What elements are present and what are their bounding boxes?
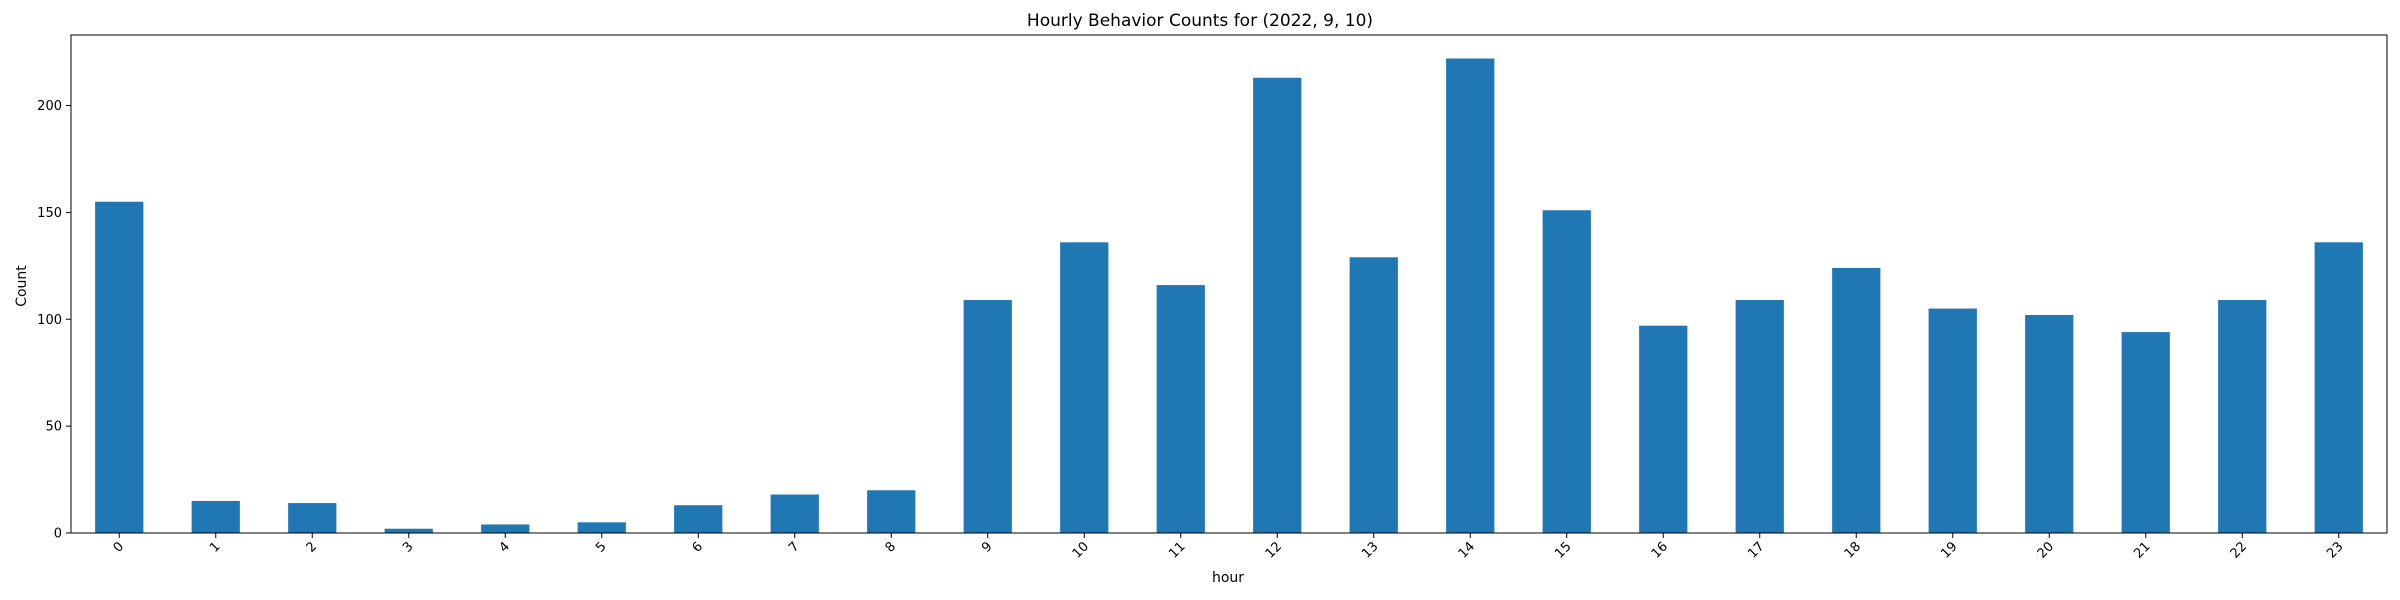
- x-tick-label-10: 10: [1070, 539, 1092, 561]
- y-tick-label-200: 200: [37, 99, 62, 114]
- chart-title: Hourly Behavior Counts for (2022, 9, 10): [1027, 11, 1373, 31]
- y-axis-label: Count: [14, 265, 30, 307]
- bar-3: [384, 528, 433, 533]
- bar-17: [1735, 300, 1784, 533]
- x-tick-label-9: 9: [979, 539, 995, 555]
- bar-21: [2121, 332, 2170, 533]
- x-tick-label-14: 14: [1456, 539, 1478, 561]
- bar-0: [95, 201, 144, 533]
- bar-12: [1253, 77, 1302, 534]
- x-tick-label-5: 5: [593, 539, 609, 555]
- x-tick-label-3: 3: [400, 539, 416, 555]
- bar-7: [770, 494, 819, 533]
- bar-8: [867, 490, 916, 533]
- y-tick-label-0: 0: [54, 527, 62, 542]
- plot-frame: [70, 34, 2388, 534]
- bar-20: [2025, 314, 2074, 533]
- x-tick-label-19: 19: [1938, 539, 1960, 561]
- x-tick-label-6: 6: [690, 539, 706, 555]
- x-tick-label-21: 21: [2131, 539, 2153, 561]
- y-tick-label-150: 150: [37, 206, 62, 221]
- x-tick-label-18: 18: [1842, 539, 1864, 561]
- x-tick-label-12: 12: [1263, 539, 1285, 561]
- y-tick-label-100: 100: [37, 313, 62, 328]
- bar-6: [674, 505, 723, 533]
- bar-9: [963, 300, 1012, 533]
- x-tick-label-1: 1: [207, 539, 223, 555]
- x-tick-label-23: 23: [2324, 539, 2346, 561]
- bar-18: [1832, 267, 1881, 533]
- x-tick-label-2: 2: [304, 539, 320, 555]
- x-tick-label-13: 13: [1359, 539, 1381, 561]
- bar-4: [481, 524, 530, 533]
- bar-15: [1542, 210, 1591, 534]
- x-tick-label-20: 20: [2035, 539, 2057, 561]
- bar-5: [577, 522, 626, 533]
- bar-13: [1349, 257, 1398, 533]
- x-tick-label-16: 16: [1649, 539, 1671, 561]
- bar-10: [1060, 242, 1109, 533]
- bar-19: [1928, 308, 1977, 533]
- y-tick-label-50: 50: [45, 420, 62, 435]
- bar-23: [2314, 242, 2363, 533]
- x-axis-label: hour: [1212, 570, 1244, 586]
- bar-16: [1639, 325, 1688, 533]
- x-tick-label-8: 8: [883, 539, 899, 555]
- x-tick-label-0: 0: [111, 539, 127, 555]
- x-tick-label-15: 15: [1552, 539, 1574, 561]
- bar-1: [191, 500, 240, 533]
- bar-14: [1446, 58, 1495, 533]
- x-tick-label-4: 4: [497, 539, 513, 555]
- bar-11: [1156, 285, 1205, 533]
- plot-area: 0 1 2 3 4 5 6 7 8 9 10 11 12 13 14 15 16 17 18 19 20 21 22 2305…: [37, 34, 2388, 562]
- x-tick-label-11: 11: [1166, 539, 1188, 561]
- x-tick-label-22: 22: [2228, 539, 2250, 561]
- x-tick-label-17: 17: [1745, 539, 1767, 561]
- bar-22: [2218, 300, 2267, 533]
- bar-2: [288, 503, 337, 533]
- x-tick-label-7: 7: [786, 539, 802, 555]
